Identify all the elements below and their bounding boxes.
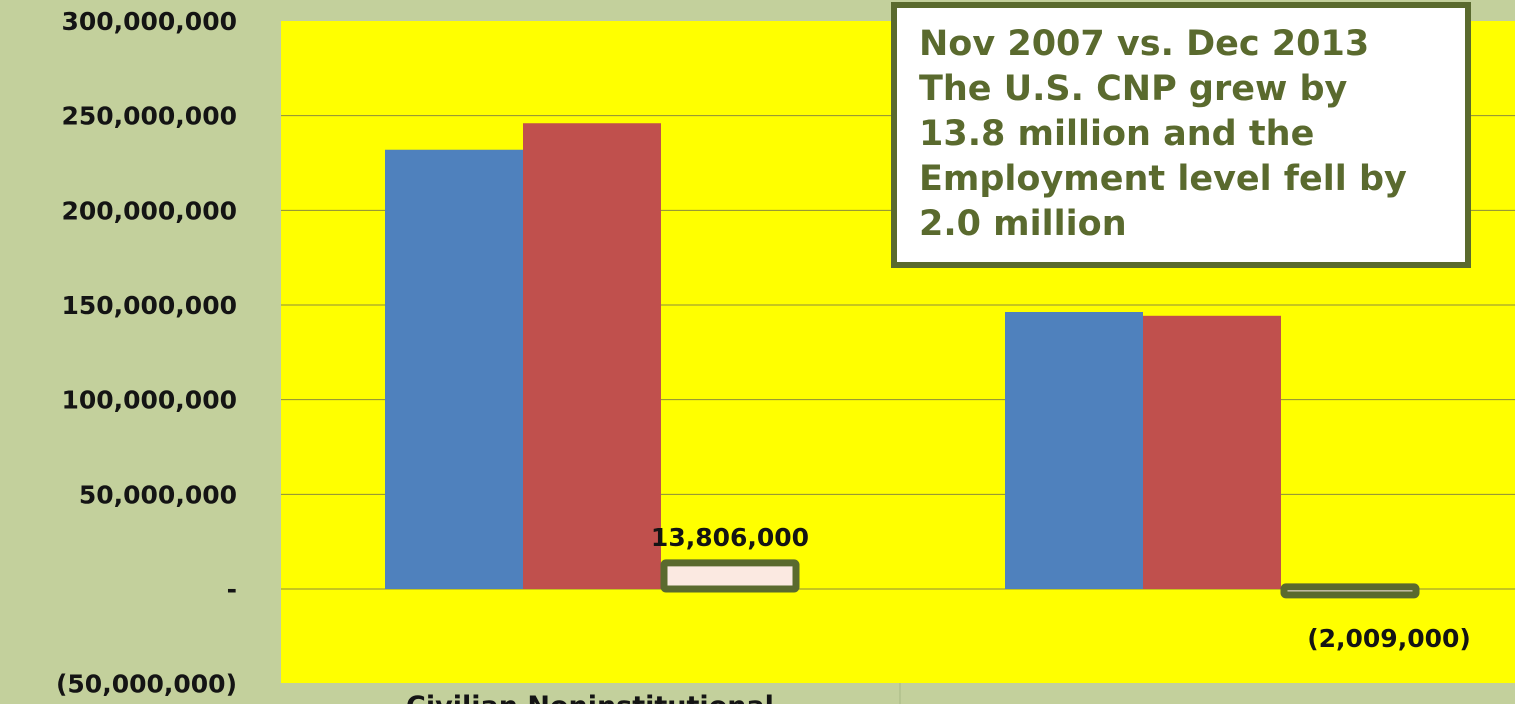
bar-series2-cat0 [660,559,800,593]
data-label-1: (2,009,000) [1307,624,1471,653]
bar-series0-cat1 [1005,312,1143,589]
y-axis-tick-labels: 300,000,000 250,000,000 200,000,000 150,000… [56,7,237,699]
data-label-0: 13,806,000 [651,523,809,552]
bar-series1-cat1 [1143,315,1281,589]
data-labels: 13,806,000 (2,009,000) [651,523,1471,653]
category-axis-band [281,683,1515,704]
y-tick-label-7: (50,000,000) [56,670,237,699]
annotation-box: Nov 2007 vs. Dec 2013 The U.S. CNP grew … [891,2,1471,268]
y-tick-label-4: 100,000,000 [61,386,237,415]
category-label-0: Civilian Noninstitutional [406,691,774,704]
y-tick-label-6: - [227,575,237,604]
bar-series2-cat1 [1280,583,1420,599]
bar-series1-cat0 [523,123,661,590]
annotation-text: Nov 2007 vs. Dec 2013 The U.S. CNP grew … [919,24,1407,244]
y-tick-label-1: 250,000,000 [61,102,237,131]
y-tick-label-3: 150,000,000 [61,291,237,320]
y-tick-label-2: 200,000,000 [61,196,237,225]
y-tick-label-0: 300,000,000 [61,7,237,36]
bars [385,123,1420,599]
bar-series0-cat0 [385,149,523,589]
y-tick-label-5: 50,000,000 [79,480,237,509]
